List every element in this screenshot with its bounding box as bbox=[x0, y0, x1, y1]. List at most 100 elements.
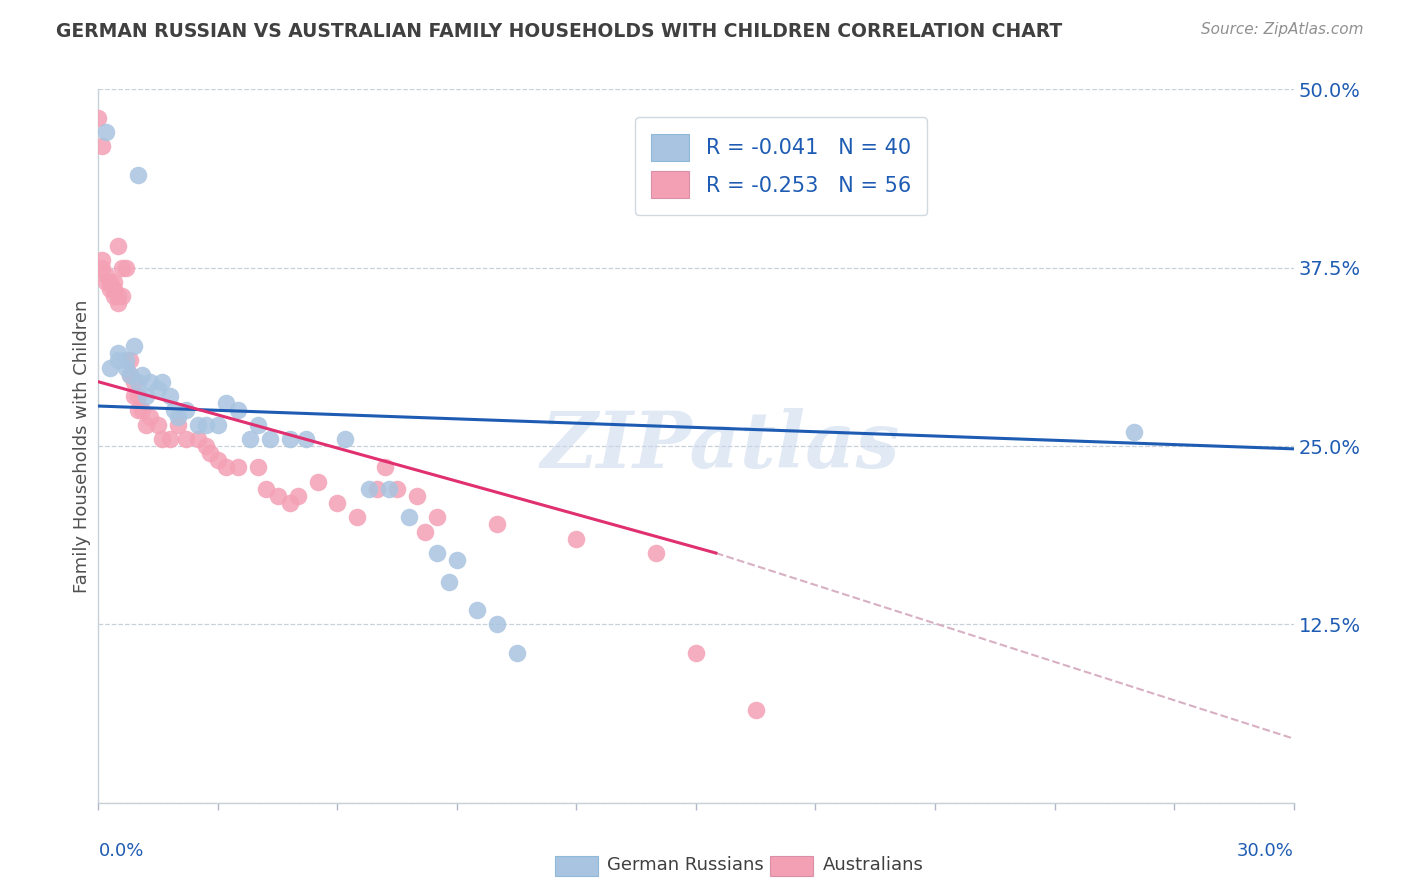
Point bbox=[366, 482, 388, 496]
Point bbox=[278, 432, 301, 446]
Point bbox=[167, 417, 190, 432]
Point bbox=[163, 403, 186, 417]
Point bbox=[174, 432, 197, 446]
Point bbox=[254, 482, 277, 496]
Point bbox=[398, 510, 420, 524]
Point bbox=[195, 417, 218, 432]
Point bbox=[406, 489, 429, 503]
Point bbox=[100, 282, 122, 296]
Point bbox=[96, 125, 118, 139]
Point bbox=[187, 432, 209, 446]
Point bbox=[378, 482, 401, 496]
Point bbox=[115, 360, 138, 375]
Point bbox=[111, 260, 134, 275]
Point bbox=[135, 417, 157, 432]
Text: German Russians: German Russians bbox=[607, 856, 763, 874]
Point bbox=[139, 410, 162, 425]
Point bbox=[127, 389, 149, 403]
Point bbox=[127, 403, 149, 417]
Point bbox=[107, 353, 129, 368]
Point bbox=[465, 603, 488, 617]
Point bbox=[100, 360, 122, 375]
Point bbox=[148, 417, 170, 432]
Point bbox=[96, 275, 118, 289]
Point bbox=[150, 375, 173, 389]
Text: Source: ZipAtlas.com: Source: ZipAtlas.com bbox=[1201, 22, 1364, 37]
Point bbox=[374, 460, 396, 475]
Point bbox=[207, 453, 229, 467]
Point bbox=[294, 432, 316, 446]
Point bbox=[103, 282, 125, 296]
Point bbox=[506, 646, 529, 660]
Point bbox=[115, 353, 138, 368]
Point bbox=[326, 496, 349, 510]
Point bbox=[127, 375, 149, 389]
Point bbox=[1123, 425, 1146, 439]
Point bbox=[159, 389, 181, 403]
Point bbox=[174, 403, 197, 417]
Point bbox=[307, 475, 329, 489]
Point bbox=[645, 546, 668, 560]
Point bbox=[120, 368, 142, 382]
Point bbox=[107, 239, 129, 253]
Point bbox=[150, 432, 173, 446]
Point bbox=[267, 489, 290, 503]
Point bbox=[120, 353, 142, 368]
Point bbox=[226, 403, 249, 417]
Point bbox=[485, 517, 508, 532]
Point bbox=[485, 617, 508, 632]
Point bbox=[745, 703, 768, 717]
Y-axis label: Family Households with Children: Family Households with Children bbox=[73, 300, 91, 592]
Point bbox=[148, 382, 170, 396]
Text: Australians: Australians bbox=[823, 856, 924, 874]
Point bbox=[207, 417, 229, 432]
Point bbox=[246, 417, 269, 432]
Point bbox=[239, 432, 262, 446]
Point bbox=[139, 375, 162, 389]
Point bbox=[127, 168, 149, 182]
Point bbox=[107, 296, 129, 310]
Point bbox=[437, 574, 460, 589]
Point bbox=[198, 446, 221, 460]
Point bbox=[96, 268, 118, 282]
Point bbox=[287, 489, 309, 503]
Point bbox=[685, 646, 707, 660]
Text: 30.0%: 30.0% bbox=[1237, 842, 1294, 860]
Point bbox=[124, 375, 146, 389]
Point bbox=[91, 139, 114, 153]
Point bbox=[131, 368, 153, 382]
Text: ZIPatlas: ZIPatlas bbox=[540, 408, 900, 484]
Point bbox=[111, 289, 134, 303]
Point bbox=[187, 417, 209, 432]
Text: GERMAN RUSSIAN VS AUSTRALIAN FAMILY HOUSEHOLDS WITH CHILDREN CORRELATION CHART: GERMAN RUSSIAN VS AUSTRALIAN FAMILY HOUS… bbox=[56, 22, 1063, 41]
Point bbox=[87, 111, 110, 125]
Point bbox=[120, 368, 142, 382]
Point bbox=[278, 496, 301, 510]
Point bbox=[215, 460, 238, 475]
Point bbox=[91, 260, 114, 275]
Point bbox=[103, 289, 125, 303]
Point bbox=[124, 339, 146, 353]
Point bbox=[346, 510, 368, 524]
Point bbox=[100, 275, 122, 289]
Point bbox=[226, 460, 249, 475]
Point bbox=[426, 510, 449, 524]
Point bbox=[135, 389, 157, 403]
Point bbox=[335, 432, 357, 446]
Point bbox=[385, 482, 409, 496]
Point bbox=[107, 289, 129, 303]
Point bbox=[131, 403, 153, 417]
Point bbox=[107, 346, 129, 360]
Point bbox=[413, 524, 436, 539]
Point bbox=[359, 482, 381, 496]
Point bbox=[124, 389, 146, 403]
Point bbox=[259, 432, 281, 446]
Point bbox=[426, 546, 449, 560]
Point bbox=[159, 432, 181, 446]
Point bbox=[246, 460, 269, 475]
Point bbox=[565, 532, 588, 546]
Point bbox=[215, 396, 238, 410]
Point bbox=[91, 253, 114, 268]
Text: 0.0%: 0.0% bbox=[98, 842, 143, 860]
Legend: R = -0.041   N = 40, R = -0.253   N = 56: R = -0.041 N = 40, R = -0.253 N = 56 bbox=[634, 118, 928, 215]
